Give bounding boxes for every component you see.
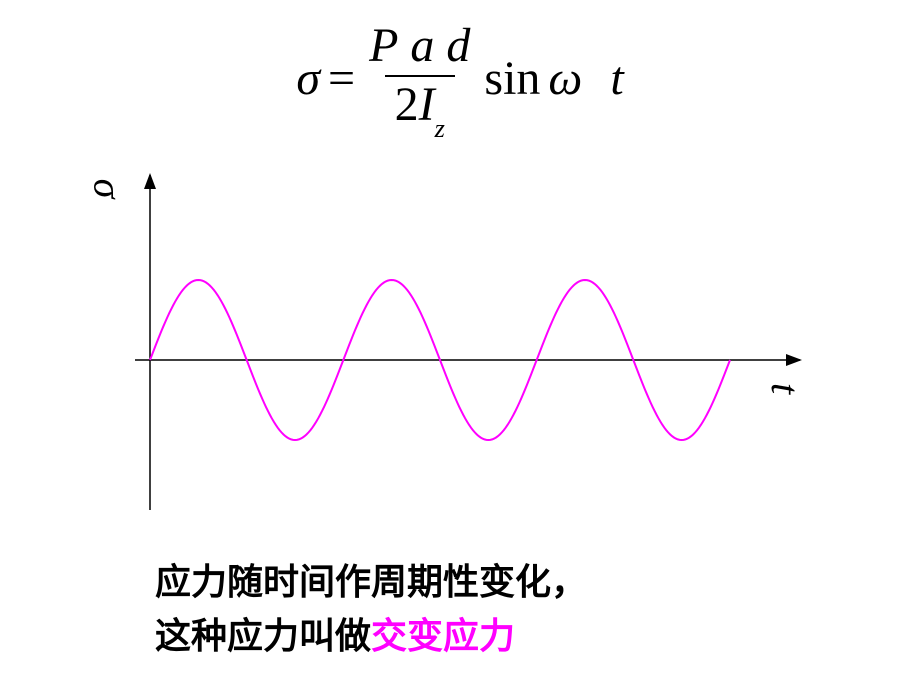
- caption-line2: 这种应力叫做交变应力: [155, 609, 587, 663]
- chart-svg: [90, 170, 820, 520]
- numerator: P a d: [363, 20, 476, 75]
- den-z: z: [435, 113, 445, 143]
- num-P: P: [369, 19, 398, 72]
- den-2: 2: [395, 78, 419, 131]
- caption-line1: 应力随时间作周期性变化，: [155, 555, 587, 609]
- denominator: 2Iz: [385, 75, 455, 137]
- den-I: I: [419, 78, 435, 131]
- t-symbol: t: [610, 51, 623, 106]
- sin-text: sin: [484, 51, 540, 106]
- sine-chart: [90, 170, 820, 520]
- stress-equation: σ = P a d 2Iz sin ω t: [0, 20, 920, 136]
- caption-highlight: 交变应力: [371, 616, 515, 656]
- caption-line2-prefix: 这种应力叫做: [155, 616, 371, 656]
- fraction: P a d 2Iz: [363, 20, 476, 136]
- caption-block: 应力随时间作周期性变化， 这种应力叫做交变应力: [155, 555, 587, 663]
- equation-row: σ = P a d 2Iz sin ω t: [296, 20, 623, 136]
- num-d: d: [446, 19, 470, 72]
- sigma-symbol: σ: [296, 51, 320, 106]
- num-a: a: [410, 19, 434, 72]
- omega-symbol: ω: [548, 51, 582, 106]
- equals-sign: =: [328, 51, 355, 106]
